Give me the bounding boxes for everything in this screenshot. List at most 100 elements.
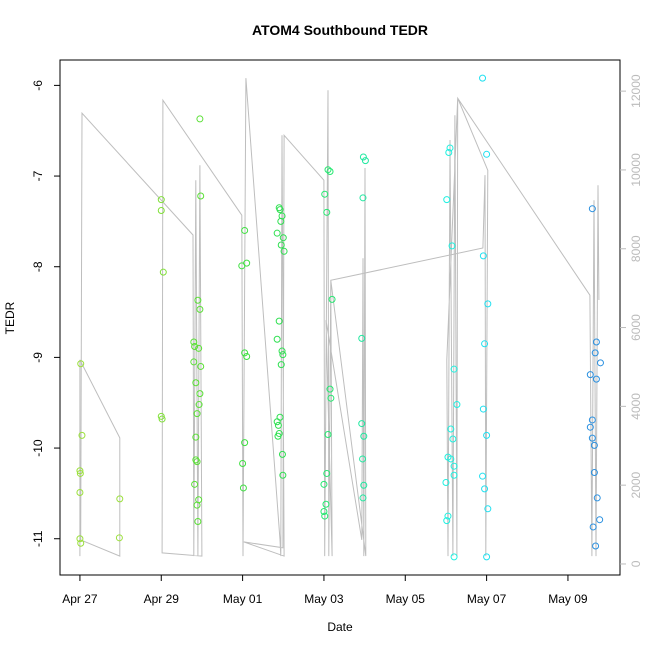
point bbox=[327, 394, 335, 402]
point bbox=[483, 553, 491, 561]
point bbox=[278, 450, 286, 458]
y-tick-label: -7 bbox=[31, 170, 45, 181]
point bbox=[321, 512, 329, 520]
point bbox=[359, 494, 367, 502]
point bbox=[479, 74, 487, 82]
point bbox=[76, 467, 84, 475]
x-tick-label: May 03 bbox=[304, 592, 344, 606]
point bbox=[196, 390, 204, 398]
y2-tick-label: 8000 bbox=[629, 235, 643, 262]
point bbox=[278, 347, 286, 355]
point bbox=[238, 262, 246, 270]
point bbox=[592, 542, 600, 550]
point bbox=[588, 434, 596, 442]
point bbox=[194, 296, 202, 304]
point bbox=[277, 217, 285, 225]
point bbox=[450, 462, 458, 470]
point bbox=[447, 425, 455, 433]
point bbox=[239, 484, 247, 492]
point bbox=[450, 471, 458, 479]
point bbox=[328, 295, 336, 303]
point bbox=[360, 481, 368, 489]
point bbox=[445, 148, 453, 156]
point bbox=[197, 362, 205, 370]
point bbox=[76, 469, 84, 477]
point bbox=[592, 375, 600, 383]
point bbox=[193, 458, 201, 466]
point bbox=[190, 358, 198, 366]
point bbox=[326, 168, 334, 176]
x-tick-label: Apr 29 bbox=[144, 592, 180, 606]
y-tick-label: -10 bbox=[31, 439, 45, 457]
x-tick-label: May 01 bbox=[223, 592, 263, 606]
point bbox=[275, 317, 283, 325]
point bbox=[191, 343, 199, 351]
point bbox=[274, 421, 282, 429]
point bbox=[274, 432, 282, 440]
point bbox=[239, 459, 247, 467]
point bbox=[484, 505, 492, 513]
point bbox=[479, 252, 487, 260]
y-tick-label: -8 bbox=[31, 261, 45, 272]
point bbox=[361, 157, 369, 165]
y-tick-label: -9 bbox=[31, 352, 45, 363]
point bbox=[483, 431, 491, 439]
point bbox=[243, 352, 251, 360]
y2-tick-label: 6000 bbox=[629, 314, 643, 341]
point bbox=[592, 338, 600, 346]
point bbox=[444, 512, 452, 520]
point bbox=[322, 500, 330, 508]
point bbox=[449, 435, 457, 443]
point bbox=[450, 553, 458, 561]
point bbox=[596, 359, 604, 367]
point bbox=[588, 416, 596, 424]
point bbox=[196, 115, 204, 123]
point bbox=[191, 480, 199, 488]
point bbox=[241, 439, 249, 447]
point bbox=[443, 517, 451, 525]
point bbox=[192, 456, 200, 464]
x-tick-label: May 07 bbox=[467, 592, 507, 606]
point bbox=[193, 501, 201, 509]
point bbox=[77, 539, 85, 547]
point bbox=[593, 494, 601, 502]
point bbox=[359, 153, 367, 161]
point bbox=[321, 190, 329, 198]
point bbox=[76, 488, 84, 496]
point bbox=[589, 523, 597, 531]
point bbox=[195, 401, 203, 409]
point bbox=[359, 455, 367, 463]
point bbox=[158, 415, 166, 423]
point bbox=[277, 241, 285, 249]
point bbox=[588, 205, 596, 213]
point bbox=[358, 334, 366, 342]
point bbox=[450, 365, 458, 373]
point bbox=[447, 455, 455, 463]
point bbox=[358, 420, 366, 428]
point bbox=[483, 150, 491, 158]
point bbox=[324, 166, 332, 174]
point bbox=[157, 207, 165, 215]
y-axis-label: TEDR bbox=[3, 301, 17, 334]
point bbox=[193, 410, 201, 418]
y2-tick-label: 10000 bbox=[629, 153, 643, 187]
y2-tick-label: 0 bbox=[629, 560, 643, 567]
point bbox=[280, 247, 288, 255]
point bbox=[323, 469, 331, 477]
point bbox=[115, 534, 123, 542]
point bbox=[78, 431, 86, 439]
point bbox=[159, 268, 167, 276]
point bbox=[196, 305, 204, 313]
point bbox=[596, 516, 604, 524]
x-tick-label: May 09 bbox=[548, 592, 588, 606]
point bbox=[279, 471, 287, 479]
x-tick-label: May 05 bbox=[386, 592, 426, 606]
y-tick-label: -11 bbox=[31, 530, 45, 547]
y-tick-label: -6 bbox=[31, 80, 45, 91]
point bbox=[190, 338, 198, 346]
point bbox=[116, 495, 124, 503]
point bbox=[453, 401, 461, 409]
chart-title: ATOM4 Southbound TEDR bbox=[252, 22, 428, 38]
